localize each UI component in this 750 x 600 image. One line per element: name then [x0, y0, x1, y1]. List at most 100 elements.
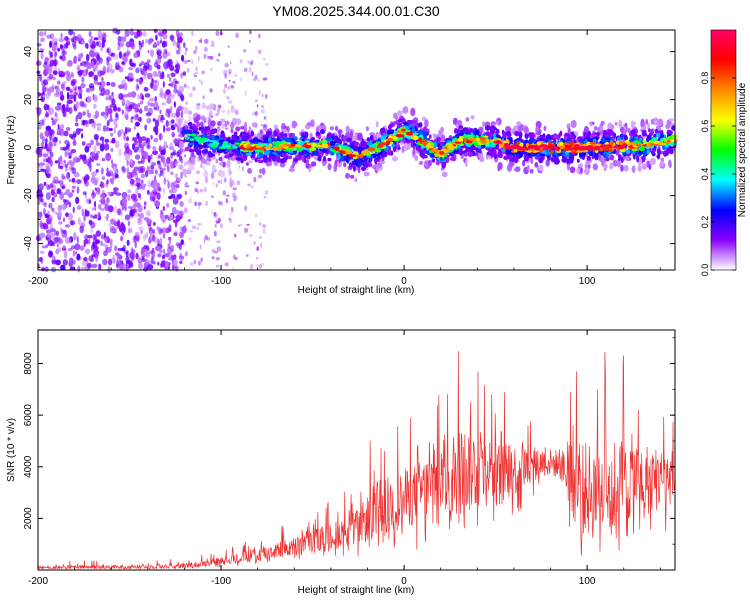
- spectrogram-cell: [159, 250, 163, 254]
- spectrogram-cell: [192, 86, 196, 91]
- spectrogram-cell: [368, 144, 376, 148]
- spectrogram-cell: [108, 223, 112, 227]
- spectrogram-cell: [141, 70, 148, 76]
- spectrogram-cell: [54, 51, 58, 57]
- spectrogram-cell: [140, 229, 143, 235]
- spectrogram-cell: [101, 77, 104, 81]
- spectrogram-cell: [212, 182, 215, 185]
- spectrogram-cell: [39, 220, 43, 228]
- spectrogram-cell: [165, 120, 169, 127]
- spectrogram-cell: [90, 44, 96, 49]
- spectrogram-cell: [469, 137, 477, 141]
- spectrogram-cell: [39, 132, 44, 140]
- spectrogram-cell: [196, 122, 201, 128]
- spectrogram-cell: [142, 252, 147, 257]
- spectrogram-cell: [113, 205, 118, 214]
- spectrogram-cell: [215, 30, 220, 36]
- spectrogram-cell: [132, 31, 138, 36]
- spectrogram-cell: [81, 208, 84, 217]
- y-tick-label: -40: [23, 236, 34, 251]
- spectrogram-cell: [87, 234, 93, 239]
- spectrogram-cell: [479, 136, 486, 141]
- spectrogram-cell: [153, 28, 158, 34]
- spectrogram-cell: [183, 183, 186, 186]
- spectrogram-cell: [452, 139, 455, 143]
- spectrogram-cell: [106, 236, 110, 244]
- spectrogram-cell: [151, 181, 158, 190]
- spectrogram-cell: [310, 161, 317, 167]
- spectrogram-cell: [210, 211, 214, 214]
- spectrogram-cell: [146, 218, 152, 226]
- spectrogram-cell: [61, 185, 66, 190]
- spectrogram-cell: [129, 28, 134, 36]
- spectrogram-cell: [563, 148, 570, 151]
- spectrogram-cell: [113, 118, 117, 126]
- spectrogram-cell: [56, 243, 59, 248]
- spectrogram-cell: [454, 141, 462, 144]
- spectrogram-cell: [411, 126, 416, 133]
- spectrogram-cell: [123, 52, 127, 57]
- spectrogram-cell: [215, 113, 218, 116]
- spectrogram-cell: [412, 146, 416, 156]
- spectrogram-cell: [186, 139, 191, 142]
- spectrogram-cell: [253, 176, 257, 183]
- spectrogram-cell: [571, 134, 577, 140]
- spectrogram-cell: [588, 164, 591, 169]
- spectrogram-cell: [518, 123, 524, 132]
- spectrogram-cell: [305, 162, 310, 169]
- spectrogram-cell: [133, 114, 140, 121]
- spectrogram-cell: [505, 130, 512, 137]
- spectrogram-cell: [190, 138, 195, 142]
- x-tick-label: 0: [401, 276, 407, 287]
- spectrogram-cell: [135, 182, 141, 187]
- spectrogram-cell: [203, 186, 207, 193]
- spectrogram-cell: [93, 37, 99, 41]
- spectrogram-cell: [257, 49, 262, 55]
- colorbar-tick-label: 0.6: [700, 120, 710, 133]
- spectrogram-cell: [143, 266, 148, 272]
- spectrogram-cell: [202, 144, 207, 147]
- spectrogram-cell: [152, 146, 157, 152]
- spectrogram-cell: [206, 237, 211, 241]
- spectrogram-cell: [70, 80, 76, 87]
- spectrogram-cell: [564, 153, 570, 158]
- spectrogram-cell: [651, 137, 658, 142]
- spectrogram-cell: [310, 147, 317, 151]
- spectrogram-cell: [101, 243, 106, 247]
- spectrogram-cell: [159, 73, 163, 80]
- spectrogram-cell: [155, 119, 160, 128]
- spectrogram-cell: [59, 55, 63, 60]
- spectrogram-cell: [180, 171, 183, 180]
- spectrogram-cell: [109, 178, 113, 183]
- spectrogram-cell: [45, 243, 49, 248]
- spectrogram-cell: [90, 139, 94, 146]
- spectrogram-cell: [124, 153, 130, 161]
- spectrogram-cell: [123, 133, 126, 141]
- spectrogram-cell: [172, 259, 178, 267]
- spectrogram-cell: [156, 160, 161, 164]
- spectrogram-cell: [280, 158, 285, 164]
- y-tick-label: 0: [23, 144, 34, 150]
- spectrogram-cell: [215, 183, 218, 188]
- spectrogram-cell: [103, 231, 106, 239]
- spectrogram-cell: [49, 151, 54, 158]
- spectrogram-cell: [94, 187, 97, 191]
- spectrogram-cell: [143, 151, 149, 160]
- spectrogram-cell: [363, 171, 370, 177]
- spectrogram-cell: [130, 261, 134, 268]
- spectrogram-cell: [200, 38, 203, 44]
- spectrogram-cell: [172, 39, 176, 47]
- spectrogram-cell: [57, 204, 62, 212]
- spectrogram-cell: [175, 173, 178, 179]
- spectrogram-cell: [87, 262, 92, 269]
- spectrogram-cell: [225, 198, 229, 204]
- spectrogram-cell: [83, 119, 88, 125]
- spectrogram-cell: [91, 171, 97, 177]
- spectrogram-cell: [519, 142, 524, 147]
- spectrogram-cell: [47, 226, 52, 231]
- spectrogram-cell: [395, 115, 399, 121]
- spectrogram-cell: [258, 264, 263, 269]
- spectrogram-cell: [651, 152, 656, 157]
- spectrogram-cell: [220, 133, 226, 140]
- spectrogram-cell: [165, 112, 168, 117]
